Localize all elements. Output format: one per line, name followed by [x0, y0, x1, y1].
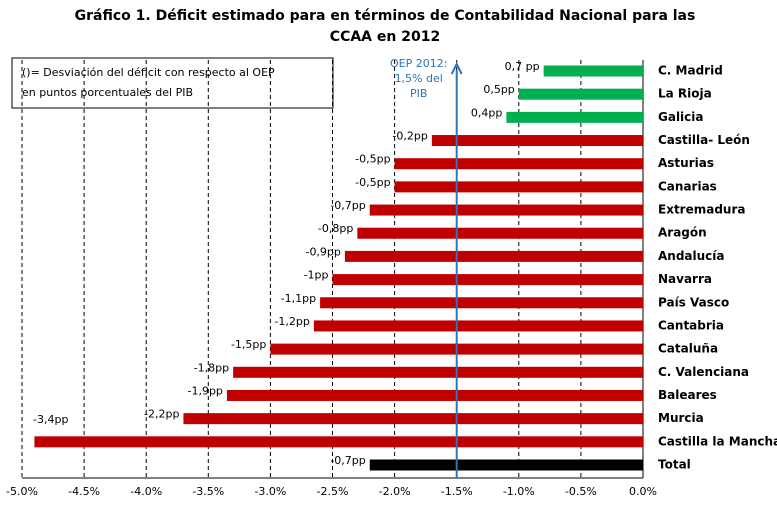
deviation-label: -2,2pp — [144, 408, 179, 421]
bar — [357, 227, 643, 239]
bar — [431, 135, 643, 147]
deviation-label: -0,7pp — [330, 199, 365, 212]
deviation-label: -1pp — [304, 269, 329, 282]
category-label: Extremadura — [658, 203, 745, 217]
category-label: C. Valenciana — [658, 365, 749, 379]
category-label: Murcia — [658, 411, 704, 425]
deviation-label: 0,4pp — [471, 106, 502, 119]
x-tick-label: -2.0% — [379, 485, 411, 498]
deviation-label: -0,5pp — [355, 176, 390, 189]
deviation-label: 0,5pp — [483, 83, 514, 96]
category-label: Asturias — [658, 156, 714, 170]
category-label: Galicia — [658, 110, 704, 124]
category-label: Castilla- León — [658, 133, 750, 147]
bar — [394, 181, 643, 193]
deviation-label: -3,4pp — [33, 413, 68, 426]
x-tick-label: -3.0% — [254, 485, 286, 498]
deviation-label: 0,7 pp — [505, 60, 540, 73]
reference-label: PIB — [410, 87, 427, 100]
reference-label: OEP 2012: — [390, 57, 447, 70]
category-label: Cataluña — [658, 342, 718, 356]
note-box — [11, 57, 334, 109]
category-label: Navarra — [658, 272, 712, 286]
chart-title: Gráfico 1. Déficit estimado para en térm… — [74, 8, 696, 45]
bar — [233, 366, 643, 378]
bar — [369, 459, 643, 471]
reference-label: 1,5% del — [395, 72, 443, 85]
note-text: ()= Desviación del déficit con respecto … — [22, 66, 275, 79]
category-label: Total — [658, 458, 691, 472]
x-tick-label: -4.5% — [68, 485, 100, 498]
deviation-label: -1,9pp — [187, 384, 222, 397]
category-label: Andalucía — [658, 249, 725, 263]
bar — [34, 436, 644, 448]
bar — [543, 65, 643, 77]
bar — [344, 250, 643, 262]
deviation-label: -1,2pp — [274, 315, 309, 328]
deviation-label: -0,5pp — [355, 153, 390, 166]
deviation-label: -1,5pp — [231, 338, 266, 351]
bar — [332, 274, 643, 286]
x-tick-label: 0.0% — [629, 485, 657, 498]
category-label: Aragón — [658, 226, 707, 240]
x-tick-label: -1.5% — [441, 485, 473, 498]
x-tick-label: -1.0% — [503, 485, 535, 498]
x-tick-label: -0.5% — [565, 485, 597, 498]
deviation-label: -0,2pp — [392, 130, 427, 143]
category-label: Canarias — [658, 179, 717, 193]
category-label: País Vasco — [658, 295, 729, 309]
x-tick-label: -3.5% — [192, 485, 224, 498]
bar — [394, 158, 643, 170]
category-label: Cantabria — [658, 318, 724, 332]
category-label: Baleares — [658, 388, 717, 402]
deviation-label: -0,7pp — [330, 454, 365, 467]
x-tick-label: -5.0% — [6, 485, 38, 498]
bar — [183, 413, 643, 425]
deviation-label: -0,8pp — [318, 222, 353, 235]
reference-arrow — [450, 61, 463, 75]
deviation-label: -1,8pp — [194, 361, 229, 374]
bar — [320, 297, 643, 309]
category-label: Castilla la Mancha — [658, 434, 777, 448]
bar — [226, 389, 643, 401]
note-text: en puntos porcentuales del PIB — [22, 86, 193, 99]
deviation-label: -0,9pp — [305, 245, 340, 258]
bar — [506, 111, 643, 123]
bar — [313, 320, 643, 332]
category-label: C. Madrid — [658, 64, 723, 78]
category-label: La Rioja — [658, 87, 712, 101]
deviation-label: -1,1pp — [281, 292, 316, 305]
x-tick-label: -4.0% — [130, 485, 162, 498]
bar — [369, 204, 643, 216]
bar — [518, 88, 643, 100]
x-tick-label: -2.5% — [317, 485, 349, 498]
